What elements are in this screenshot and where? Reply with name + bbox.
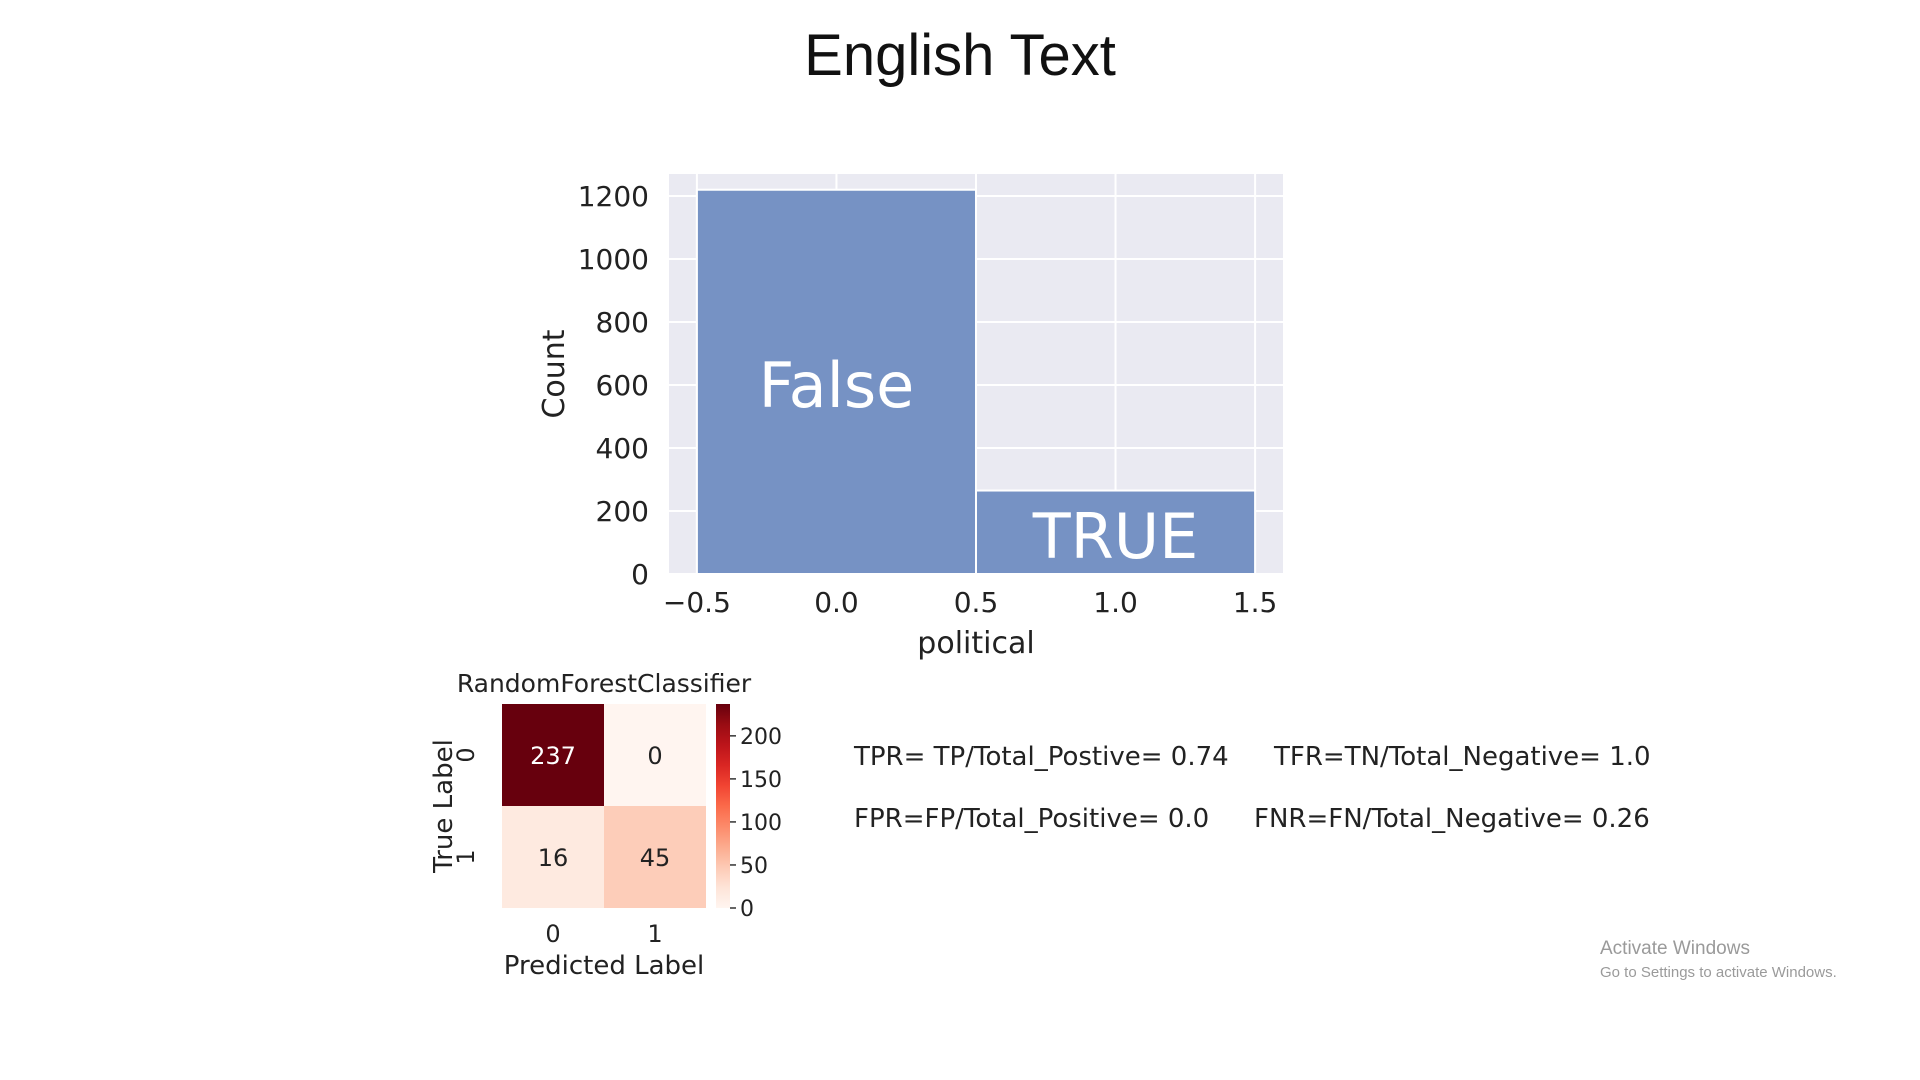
y-tick-label: 600 xyxy=(596,369,649,402)
y-tick-label: 0 xyxy=(452,747,480,762)
y-tick-label: 400 xyxy=(596,432,649,465)
heatmap-y-axis-label: True Label xyxy=(429,739,459,874)
heatmap-cell-value: 237 xyxy=(530,742,576,770)
slide-title: English Text xyxy=(804,23,1116,88)
heatmap-cell xyxy=(604,704,706,806)
y-tick-label: 1000 xyxy=(578,243,649,276)
colorbar-tick-label: 100 xyxy=(740,811,782,836)
y-tick-label: 1200 xyxy=(578,180,649,213)
heatmap-cell-value: 0 xyxy=(647,742,662,770)
colorbar-tick-label: 200 xyxy=(740,725,782,750)
histogram-bar xyxy=(695,188,978,576)
y-tick-label: 1 xyxy=(452,849,480,864)
colorbar xyxy=(716,704,730,908)
heatmap-cell-value: 45 xyxy=(640,844,671,872)
heatmap-cell-value: 16 xyxy=(538,844,569,872)
fpr-metric: FPR=FP/Total_Positive= 0.0 xyxy=(854,804,1210,834)
x-axis-label: political xyxy=(917,626,1034,661)
watermark-line1: Activate Windows xyxy=(1600,938,1750,959)
x-tick-label: 0 xyxy=(545,920,560,948)
heatmap-x-axis-label: Predicted Label xyxy=(504,951,704,981)
fnr-metric: FNR=FN/Total_Negative= 0.26 xyxy=(1254,804,1650,834)
y-tick-label: 200 xyxy=(596,495,649,528)
bar-label-true: TRUE xyxy=(1032,500,1199,573)
x-tick-label: 1.5 xyxy=(1233,586,1278,619)
x-tick-label: 1.0 xyxy=(1093,586,1138,619)
colorbar-tick-label: 50 xyxy=(740,854,768,879)
y-axis-label: Count xyxy=(537,329,572,418)
tfr-metric: TFR=TN/Total_Negative= 1.0 xyxy=(1274,742,1651,772)
watermark-line2: Go to Settings to activate Windows. xyxy=(1600,964,1837,981)
bar-label-false: False xyxy=(759,349,915,422)
histogram-bar xyxy=(975,489,1257,575)
y-tick-label: 800 xyxy=(596,306,649,339)
activate-windows-watermark: Activate Windows Go to Settings to activ… xyxy=(1600,938,1837,981)
heatmap-cell xyxy=(604,806,706,908)
colorbar-tick-label: 0 xyxy=(740,897,754,922)
tpr-metric: TPR= TP/Total_Postive= 0.74 xyxy=(854,742,1229,772)
heatmap-title: RandomForestClassifier xyxy=(457,669,752,698)
heatmap-cell xyxy=(502,806,604,908)
x-tick-label: 1 xyxy=(647,920,662,948)
x-tick-label: 0.0 xyxy=(814,586,859,619)
heatmap-cell xyxy=(502,704,604,806)
y-tick-label: 0 xyxy=(631,558,649,591)
x-tick-label: 0.5 xyxy=(954,586,999,619)
colorbar-tick-label: 150 xyxy=(740,768,782,793)
x-tick-label: −0.5 xyxy=(663,586,731,619)
